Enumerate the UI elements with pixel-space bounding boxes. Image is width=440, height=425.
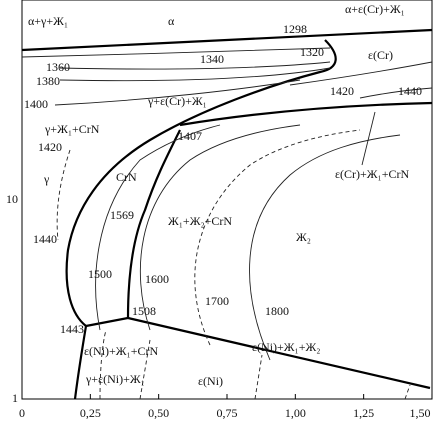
region-label: 1340	[200, 52, 224, 66]
x-tick-label: 1,25	[353, 406, 374, 420]
region-label: 1298	[283, 22, 307, 36]
region-label: 1400	[24, 97, 48, 111]
isotherms	[21, 47, 433, 400]
region-label: ε(Cr)+Ж₁+CrN	[335, 167, 410, 181]
x-tick-label: 0,50	[148, 406, 169, 420]
region-label: 1407	[178, 129, 202, 143]
region-label: 1508	[132, 304, 156, 318]
region-label: γ+Ж₁+CrN	[44, 122, 100, 136]
axis-ticks: 0 0,25 0,50 0,75 1,00 1,25 1,50 10 1	[6, 192, 433, 420]
region-label: ε(Ni)+Ж₁+Ж₂	[252, 340, 320, 354]
region-label: 1440	[33, 232, 57, 246]
y-tick-label: 10	[6, 192, 18, 206]
region-label: α+ε(Cr)+Ж₁	[345, 2, 405, 16]
region-label: Ж₂	[296, 230, 311, 244]
region-label: γ+ε(Ni)+Ж₁	[85, 372, 145, 386]
region-label: ε(Cr)	[368, 48, 393, 62]
region-label: ε(Ni)	[198, 374, 223, 388]
region-label: 1420	[330, 84, 354, 98]
region-label: 1320	[300, 45, 324, 59]
boundaries	[21, 28, 433, 400]
region-label: 1700	[205, 294, 229, 308]
region-label: 1420	[38, 140, 62, 154]
region-label: CrN	[116, 170, 137, 184]
labels: α+γ+Ж₁ α 1298 α+ε(Cr)+Ж₁ 1340 1320 ε(Cr) 136013…	[24, 2, 422, 388]
region-label: 1500	[88, 267, 112, 281]
region-label: 1380	[36, 74, 60, 88]
x-tick-label: 0,75	[216, 406, 237, 420]
region-label: γ+ε(Cr)+Ж₁	[147, 94, 207, 108]
x-tick-label: 1,00	[285, 406, 306, 420]
region-label: 1800	[265, 304, 289, 318]
region-label: Ж₁+Ж₂+CrN	[168, 214, 232, 228]
region-label: 1440	[398, 84, 422, 98]
region-label: γ	[43, 172, 50, 186]
region-label: 1360	[46, 60, 70, 74]
region-label: 1600	[145, 272, 169, 286]
region-label: α	[168, 14, 175, 28]
x-tick-label: 0,25	[80, 406, 101, 420]
x-tick-label: 0	[19, 406, 25, 420]
region-label: 1443	[60, 322, 84, 336]
region-label: 1569	[110, 208, 134, 222]
x-tick-label: 1,50	[410, 406, 431, 420]
region-label: ε(Ni)+Ж₁+CrN	[84, 344, 159, 358]
y-tick-label: 1	[12, 391, 18, 405]
region-label: α+γ+Ж₁	[28, 14, 68, 28]
